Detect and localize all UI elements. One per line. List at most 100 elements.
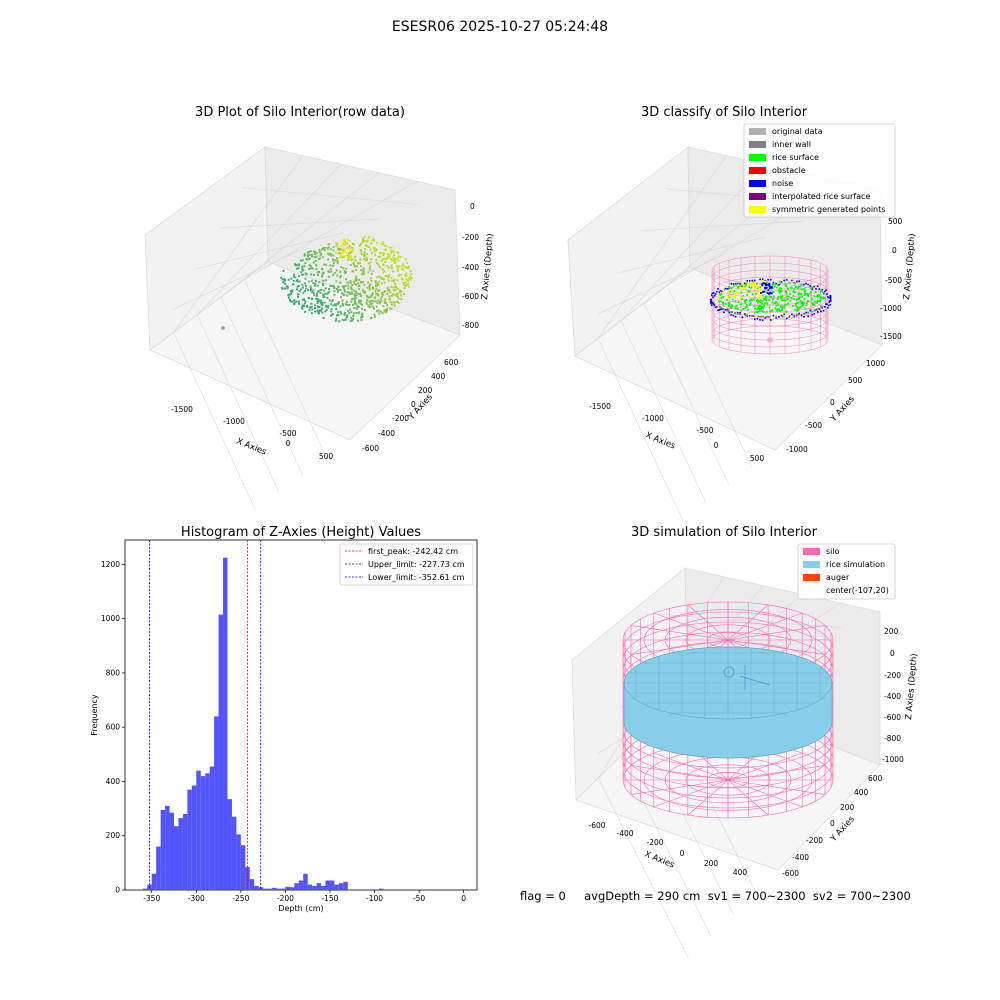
raw-point [359, 293, 362, 296]
panel2-legend: original data inner wall rice surface ob… [743, 123, 896, 218]
raw-point [289, 300, 292, 303]
p2-ytick: -1000 [786, 445, 808, 454]
raw-point [363, 257, 366, 260]
raw-point [347, 257, 350, 260]
p4-xtick: -600 [588, 821, 605, 830]
gridline [642, 220, 805, 231]
raw-point [326, 297, 329, 299]
rice-surface-point [779, 305, 782, 308]
rice-surface-point [781, 305, 784, 308]
raw-point [310, 253, 313, 256]
raw-point [377, 294, 380, 297]
rice-surface-point [761, 306, 764, 308]
histogram-bar [378, 888, 384, 890]
symmetric-point [736, 292, 739, 295]
raw-point [384, 260, 387, 263]
raw-point [355, 277, 358, 280]
raw-point [398, 265, 401, 268]
rice-surface-point [722, 301, 724, 304]
silo-roof-spoke [727, 604, 769, 641]
noise-point [821, 288, 824, 291]
raw-point [360, 299, 363, 302]
raw-point [378, 275, 381, 278]
rice-surface-point [794, 309, 797, 311]
raw-point [360, 253, 363, 256]
rice-surface-point [740, 291, 743, 294]
rice-simulation-surface [623, 646, 833, 759]
silo-roof-spoke [687, 604, 729, 641]
inner-wall-point [744, 314, 747, 316]
silo-floor-spoke [727, 752, 803, 781]
p4-xtick: 0 [680, 849, 685, 858]
raw-point [333, 287, 336, 290]
raw-point [316, 271, 319, 274]
raw-point [376, 302, 379, 305]
noise-point [741, 285, 744, 287]
raw-point [353, 293, 356, 296]
silo-roof-spoke [630, 639, 729, 655]
raw-point [329, 267, 332, 270]
raw-point [356, 319, 359, 322]
raw-point [360, 316, 363, 319]
raw-point [368, 306, 371, 309]
raw-point [311, 255, 313, 258]
noise-point [767, 289, 770, 291]
raw-point [382, 271, 385, 274]
raw-point [314, 310, 317, 313]
raw-point [314, 251, 317, 254]
raw-point [334, 259, 337, 262]
raw-point [394, 259, 396, 262]
rice-surface-point [735, 283, 738, 286]
symmetric-point [716, 296, 718, 299]
noise-point [713, 295, 716, 297]
raw-point [296, 267, 298, 270]
raw-point [338, 248, 341, 251]
raw-point [352, 312, 355, 315]
raw-point [373, 297, 376, 300]
raw-point [387, 279, 390, 282]
rice-surface-point [777, 304, 780, 306]
raw-point [352, 262, 355, 264]
raw-point [312, 292, 315, 294]
rice-surface-point [788, 295, 790, 298]
y-tick-label: 400 [106, 777, 121, 786]
rice-surface-point [784, 284, 787, 286]
raw-point [372, 287, 375, 290]
raw-point [385, 245, 388, 248]
histogram-bar [187, 789, 192, 890]
raw-point [293, 273, 295, 276]
raw-point [344, 272, 347, 275]
raw-point [346, 309, 349, 312]
raw-point [312, 282, 315, 285]
rice-surface-point [757, 305, 759, 308]
raw-point [377, 299, 380, 302]
rice-surface-point [804, 292, 806, 295]
raw-point [335, 269, 338, 272]
gridline [218, 218, 381, 229]
raw-point [390, 276, 393, 279]
raw-point [293, 303, 296, 305]
raw-point [393, 251, 396, 254]
histogram-bar [312, 885, 317, 890]
raw-point [389, 307, 392, 310]
noise-point [726, 288, 729, 290]
symmetric-point [764, 280, 767, 283]
raw-point [383, 258, 386, 261]
raw-point [394, 282, 397, 285]
panel1-gridlines [172, 155, 418, 511]
rice-surface-point [773, 283, 776, 286]
raw-point [331, 253, 333, 256]
raw-point [343, 250, 346, 252]
histogram-bar [245, 866, 250, 890]
symmetric-point [755, 285, 758, 288]
raw-point [302, 286, 304, 289]
raw-point [307, 289, 310, 292]
raw-point [348, 292, 351, 295]
raw-point [349, 308, 351, 311]
noise-point [828, 301, 831, 303]
rice-surface-point [794, 282, 796, 285]
panel2-y-ticks: -1000 -500 0 500 1000 [786, 359, 885, 454]
rice-surface-point [754, 311, 756, 314]
raw-point [312, 289, 315, 292]
rice-surface-point [807, 293, 810, 296]
